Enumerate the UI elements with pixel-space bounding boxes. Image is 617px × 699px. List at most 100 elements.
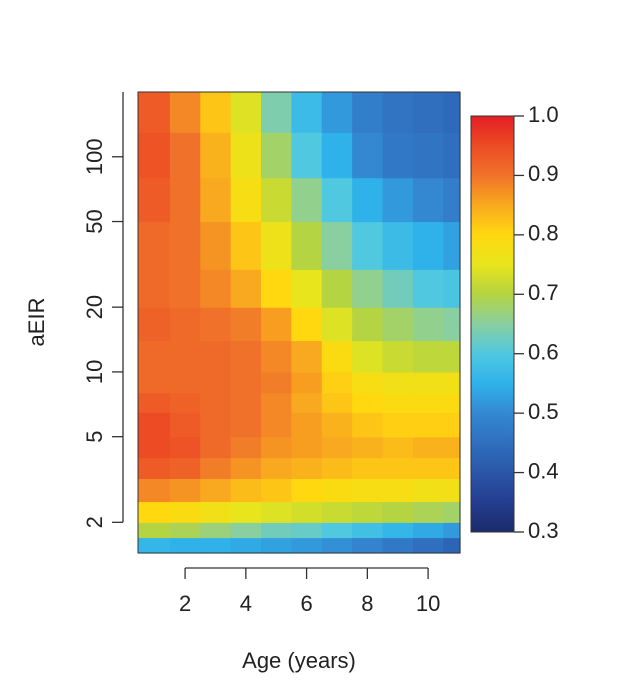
heat-cell [230,340,262,373]
y-tick-label: 5 [82,431,107,443]
y-tick-label: 100 [82,138,107,175]
colorbar-tick-label: 0.9 [528,161,559,186]
heat-cell [291,221,323,270]
y-tick-label: 20 [82,295,107,319]
heat-cell [138,436,171,459]
heat-cell [200,478,232,503]
heat-cell [321,478,353,503]
heat-cell [443,177,461,223]
heat-cell [321,340,353,373]
heat-cell [443,307,461,342]
heat-cell [412,132,444,179]
heat-cell [321,457,353,479]
heat-cell [230,537,262,554]
heat-cell [138,132,171,179]
heat-cell [261,457,293,479]
heat-cell [230,501,262,523]
heat-cell [230,457,262,479]
heat-cell [412,269,444,308]
heat-cell [261,340,293,373]
heat-cell [200,436,232,459]
heat-cell [138,522,171,539]
heat-cell [261,537,293,554]
heat-cell [443,371,461,394]
heat-cell [261,307,293,342]
heat-cell [321,522,353,539]
heat-cell [230,92,262,133]
colorbar-tick-label: 0.7 [528,280,559,305]
heat-cell [261,478,293,503]
heat-cell [200,522,232,539]
heat-cell [321,371,353,394]
heat-cell [321,392,353,413]
heat-cell [352,522,384,539]
heat-cell [138,307,171,342]
heat-cell [412,177,444,223]
heat-cell [412,371,444,394]
colorbar-tick-label: 0.6 [528,340,559,365]
heat-cell [352,221,384,270]
heat-cell [261,269,293,308]
heat-cell [169,221,201,270]
heat-cell [291,522,323,539]
heat-cell [291,436,323,459]
heat-cell [412,436,444,459]
heat-cell [169,92,201,133]
heat-cell [291,457,323,479]
heat-cell [230,269,262,308]
heat-cell [138,501,171,523]
colorbar-tick-label: 0.4 [528,458,559,483]
heat-cell [443,501,461,523]
heat-cell [321,269,353,308]
heat-cell [291,412,323,438]
heatmap [138,92,461,554]
heat-cell [321,92,353,133]
colorbar-tick-label: 0.3 [528,518,559,543]
heat-cell [169,132,201,179]
x-tick-label: 8 [361,591,373,616]
heat-cell [169,501,201,523]
heat-cell [412,457,444,479]
x-tick-label: 10 [416,591,440,616]
y-tick-label: 50 [82,209,107,233]
heat-cell [230,436,262,459]
heat-cell [200,392,232,413]
heat-cell [352,501,384,523]
heat-cell [138,269,171,308]
heat-cell [382,307,414,342]
heat-cell [138,457,171,479]
heat-cell [200,457,232,479]
heat-cell [412,537,444,554]
heat-cell [230,221,262,270]
heat-cell [321,412,353,438]
heat-cell [169,177,201,223]
heat-cell [169,392,201,413]
heat-cell [382,392,414,413]
heat-cell [352,436,384,459]
heat-cell [261,92,293,133]
heat-cell [352,340,384,373]
colorbar-tick-label: 1.0 [528,102,559,127]
heat-cell [412,392,444,413]
colorbar-tick-label: 0.5 [528,399,559,424]
heat-cell [382,537,414,554]
colorbar-tick-label: 0.8 [528,221,559,246]
y-tick-label: 10 [82,360,107,384]
heat-cell [291,307,323,342]
heat-cell [169,371,201,394]
heat-cell [321,221,353,270]
heat-cell [261,436,293,459]
heat-cell [382,478,414,503]
heat-cell [443,537,461,554]
heat-cell [169,269,201,308]
heat-cell [138,221,171,270]
heat-cell [261,177,293,223]
heat-cell [261,371,293,394]
heat-cell [200,537,232,554]
heat-cell [382,436,414,459]
heat-cell [138,371,171,394]
heat-cell [291,92,323,133]
heat-cell [138,412,171,438]
heat-cell [230,478,262,503]
